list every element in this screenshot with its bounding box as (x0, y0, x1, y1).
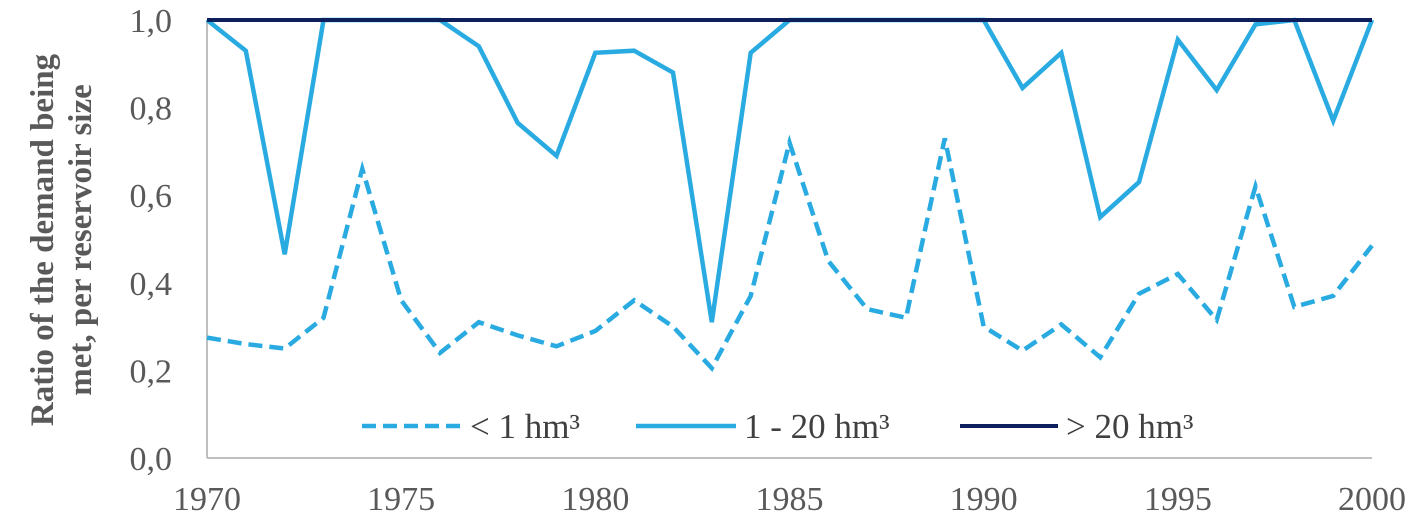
x-tick-label: 2000 (1338, 481, 1406, 518)
y-tick-label: 1,0 (130, 3, 173, 40)
x-tick-label: 1990 (950, 481, 1018, 518)
x-tick-label: 1980 (561, 481, 629, 518)
chart-series (205, 17, 1375, 373)
y-axis-title-line: met, per reservoir size (63, 84, 99, 396)
chart-legend: < 1 hm³ 1 - 20 hm³ > 20 hm³ (362, 407, 1193, 446)
series-line-2 (205, 17, 1375, 323)
y-tick-label: 0,0 (130, 441, 173, 478)
x-tick-label: 1985 (756, 481, 824, 518)
y-axis-title: Ratio of the demand being met, per reserv… (25, 53, 99, 426)
y-tick-label: 0,4 (130, 266, 173, 303)
legend-label: 1 - 20 hm³ (744, 407, 890, 446)
y-tick-label: 0,2 (130, 353, 173, 390)
x-tick-label: 1995 (1144, 481, 1212, 518)
y-axis-title-line: Ratio of the demand being (25, 53, 61, 426)
chart-axes: 1970 1975 1980 1985 1990 1995 2000 0,0 0,2 0,4 0,6… (130, 3, 1407, 518)
y-tick-label: 0,8 (130, 91, 173, 128)
series-line-1 (206, 134, 1374, 373)
legend-label: > 20 hm³ (1066, 407, 1193, 446)
x-tick-label: 1975 (367, 481, 435, 518)
legend-label: < 1 hm³ (470, 407, 580, 446)
x-tick-label: 1970 (173, 481, 241, 518)
y-tick-label: 0,6 (130, 178, 173, 215)
